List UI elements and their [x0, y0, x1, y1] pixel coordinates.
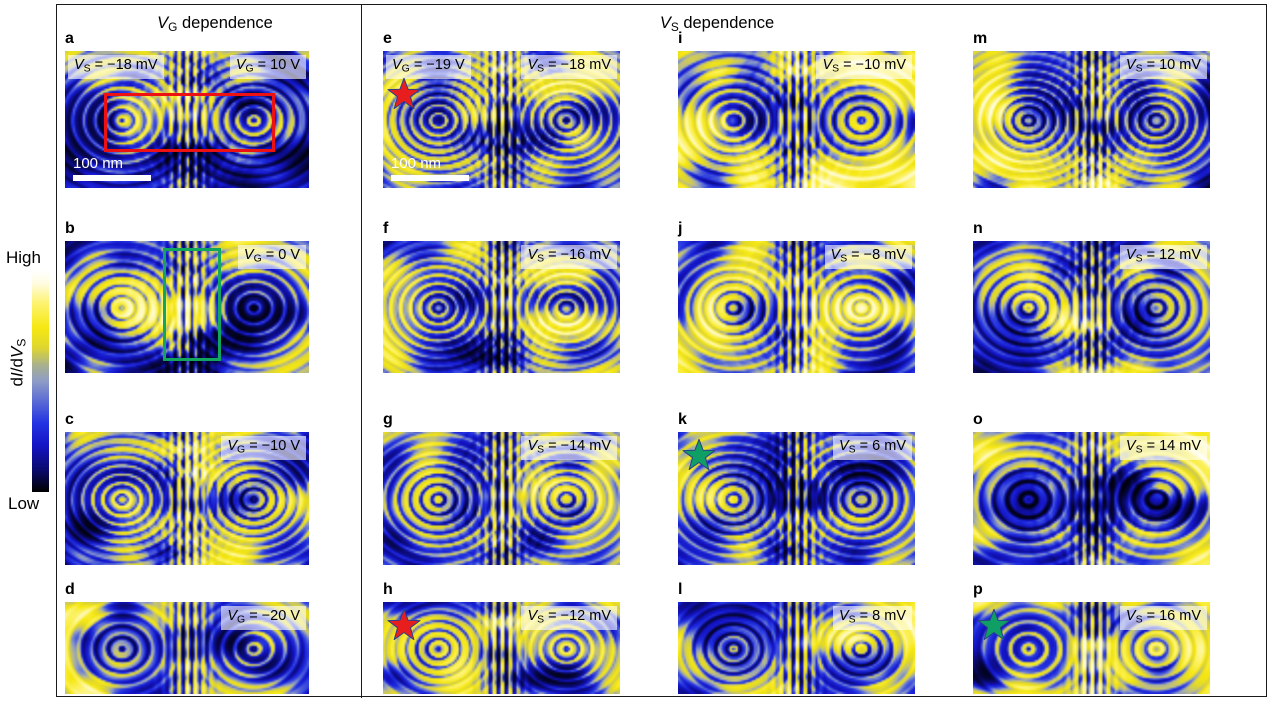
star-marker-green [682, 438, 716, 472]
panel-g: g VS = −14 mV [383, 411, 620, 565]
star-marker-red [387, 77, 421, 111]
scalebar-label: 100 nm [391, 154, 442, 172]
section-title-vg: VG dependence [157, 14, 273, 34]
panel-j: j VS = −8 mV [678, 220, 915, 373]
panel-c: c VG = −10 V [65, 411, 309, 565]
panel-letter-g: g [383, 411, 393, 428]
panel-letter-l: l [678, 581, 683, 598]
panel-i-tag-right: VS = −10 mV [816, 55, 912, 79]
colorbar-low-label: Low [8, 494, 40, 513]
panel-letter-k: k [678, 411, 687, 428]
panel-d-tag-right: VG = −20 V [221, 606, 306, 630]
panel-image-n: VS = 12 mV [973, 241, 1210, 373]
panel-letter-a: a [65, 30, 74, 47]
panel-image-a: VS = −18 mV VG = 10 V 100 nm [65, 51, 309, 188]
panel-g-tag-right: VS = −14 mV [521, 436, 617, 460]
figure-frame: VG dependence VS dependence a VS = −18 mV… [56, 4, 1267, 698]
panel-letter-p: p [973, 581, 983, 598]
scalebar-label: 100 nm [73, 154, 124, 172]
panel-letter-b: b [65, 220, 75, 237]
panel-letter-d: d [65, 581, 75, 598]
panel-m: m VS = 10 mV [973, 30, 1210, 188]
panel-d: d VG = −20 V [65, 581, 309, 694]
colorbar-legend: High Low dI/dVS [0, 248, 56, 516]
panel-letter-i: i [678, 30, 683, 47]
scalebar-line [391, 175, 469, 181]
colorbar-high-label: High [6, 248, 41, 267]
panel-a: a VS = −18 mV VG = 10 V 100 nm [65, 30, 309, 188]
panel-b: b VG = 0 V [65, 220, 309, 373]
panel-l-tag-right: VS = 8 mV [832, 606, 912, 630]
colorbar-gradient [32, 270, 49, 492]
panel-letter-f: f [383, 220, 389, 237]
panel-n-tag-right: VS = 12 mV [1119, 245, 1207, 269]
panel-p: p VS = 16 mV [973, 581, 1210, 694]
panel-n: n VS = 12 mV [973, 220, 1210, 373]
panel-image-b: VG = 0 V [65, 241, 309, 373]
scalebar-line [73, 175, 151, 181]
panel-c-tag-right: VG = −10 V [221, 436, 306, 460]
panel-e: e VG = −19 V VS = −18 mV 100 nm [383, 30, 620, 188]
panel-image-c: VG = −10 V [65, 432, 309, 565]
panel-image-j: VS = −8 mV [678, 241, 915, 373]
scalebar-a: 100 nm [73, 154, 157, 181]
panel-f: f VS = −16 mV [383, 220, 620, 373]
panel-j-tag-right: VS = −8 mV [824, 245, 912, 269]
panel-image-e: VG = −19 V VS = −18 mV 100 nm [383, 51, 620, 188]
panel-image-o: VS = 14 mV [973, 432, 1210, 565]
section-divider [361, 5, 362, 698]
panel-a-tag-left: VS = −18 mV [68, 55, 164, 79]
panel-image-h: VS = −12 mV [383, 602, 620, 694]
panel-e-tag-right: VS = −18 mV [521, 55, 617, 79]
panel-a-tag-right: VG = 10 V [229, 55, 306, 79]
panel-letter-h: h [383, 581, 393, 598]
panel-o: o VS = 14 mV [973, 411, 1210, 565]
panel-m-tag-right: VS = 10 mV [1119, 55, 1207, 79]
panel-h-tag-right: VS = −12 mV [521, 606, 617, 630]
panel-l: l VS = 8 mV [678, 581, 915, 694]
panel-b-tag-right: VG = 0 V [237, 245, 306, 269]
panel-letter-j: j [678, 220, 683, 237]
panel-image-m: VS = 10 mV [973, 51, 1210, 188]
colorbar-axis-label: dI/dVS [7, 338, 29, 387]
panel-h: h VS = −12 mV [383, 581, 620, 694]
panel-image-f: VS = −16 mV [383, 241, 620, 373]
panel-k: k VS = 6 mV [678, 411, 915, 565]
panel-f-tag-right: VS = −16 mV [521, 245, 617, 269]
panel-k-tag-right: VS = 6 mV [832, 436, 912, 460]
panel-p-tag-right: VS = 16 mV [1119, 606, 1207, 630]
highlight-rect-red [104, 93, 275, 153]
panel-letter-m: m [973, 30, 988, 47]
star-marker-red [387, 608, 421, 642]
section-title-vs: VS dependence [659, 14, 775, 34]
panel-image-g: VS = −14 mV [383, 432, 620, 565]
panel-image-i: VS = −10 mV [678, 51, 915, 188]
star-marker-green [977, 608, 1011, 642]
panel-image-l: VS = 8 mV [678, 602, 915, 694]
panel-letter-n: n [973, 220, 983, 237]
panel-letter-e: e [383, 30, 392, 47]
panel-letter-c: c [65, 411, 74, 428]
highlight-rect-green [162, 247, 222, 362]
scalebar-e: 100 nm [391, 154, 475, 181]
panel-image-d: VG = −20 V [65, 602, 309, 694]
panel-i: i VS = −10 mV [678, 30, 915, 188]
panel-o-tag-right: VS = 14 mV [1119, 436, 1207, 460]
panel-image-p: VS = 16 mV [973, 602, 1210, 694]
panel-image-k: VS = 6 mV [678, 432, 915, 565]
panel-e-tag-left: VG = −19 V [386, 55, 471, 79]
panel-letter-o: o [973, 411, 983, 428]
